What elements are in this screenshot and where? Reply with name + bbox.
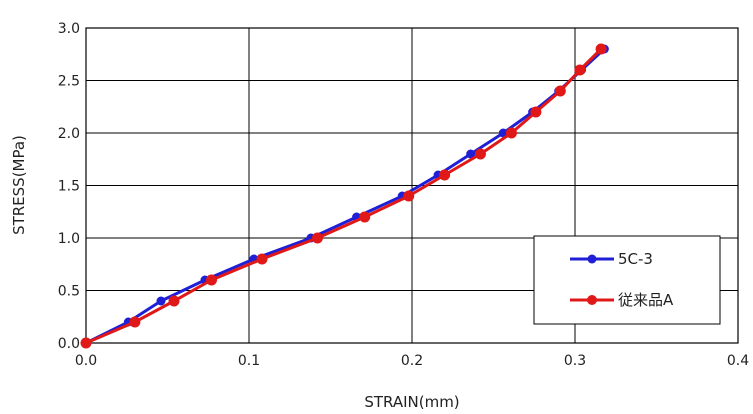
y-tick-labels: 0.0 0.5 1.0 1.5 2.0 2.5 3.0 — [58, 21, 80, 352]
y-axis-label: STRESS(MPa) — [10, 135, 28, 235]
data-point — [206, 274, 218, 286]
y-tick-label: 0.0 — [58, 336, 80, 352]
y-tick-label: 3.0 — [58, 21, 80, 37]
y-tick-label: 2.5 — [58, 74, 80, 90]
data-point — [156, 296, 166, 306]
legend-label-5c-3: 5C-3 — [618, 250, 653, 268]
data-point — [80, 337, 92, 349]
series-1 — [80, 43, 607, 349]
data-point — [256, 253, 268, 265]
data-point — [359, 211, 371, 223]
y-tick-label: 0.5 — [58, 284, 80, 300]
legend-box — [533, 235, 721, 325]
legend: 5C-3 従来品A — [533, 235, 721, 325]
y-tick-label: 1.5 — [58, 179, 80, 195]
data-point — [403, 190, 415, 202]
x-tick-label: 0.2 — [401, 353, 423, 369]
data-point — [311, 232, 323, 244]
data-series — [80, 43, 609, 349]
data-point — [466, 149, 476, 159]
data-point — [474, 148, 486, 160]
data-point — [129, 316, 141, 328]
plot-border — [85, 27, 739, 344]
legend-marker-conventional-a — [587, 295, 597, 305]
x-tick-labels: 0.0 0.1 0.2 0.3 0.4 — [75, 353, 749, 369]
x-axis-label: STRAIN(mm) — [364, 393, 459, 411]
x-tick-label: 0.1 — [238, 353, 260, 369]
y-tick-label: 2.0 — [58, 126, 80, 142]
y-tick-label: 1.0 — [58, 231, 80, 247]
data-point — [574, 64, 586, 76]
legend-marker-5c-3 — [587, 254, 597, 264]
data-point — [530, 106, 542, 118]
data-point — [554, 85, 566, 97]
x-tick-label: 0.0 — [75, 353, 97, 369]
data-point — [439, 169, 451, 181]
data-point — [595, 43, 607, 55]
data-point — [505, 127, 517, 139]
x-tick-label: 0.3 — [564, 353, 586, 369]
data-point — [168, 295, 180, 307]
legend-label-conventional-a: 従来品A — [618, 291, 674, 309]
x-tick-label: 0.4 — [727, 353, 749, 369]
